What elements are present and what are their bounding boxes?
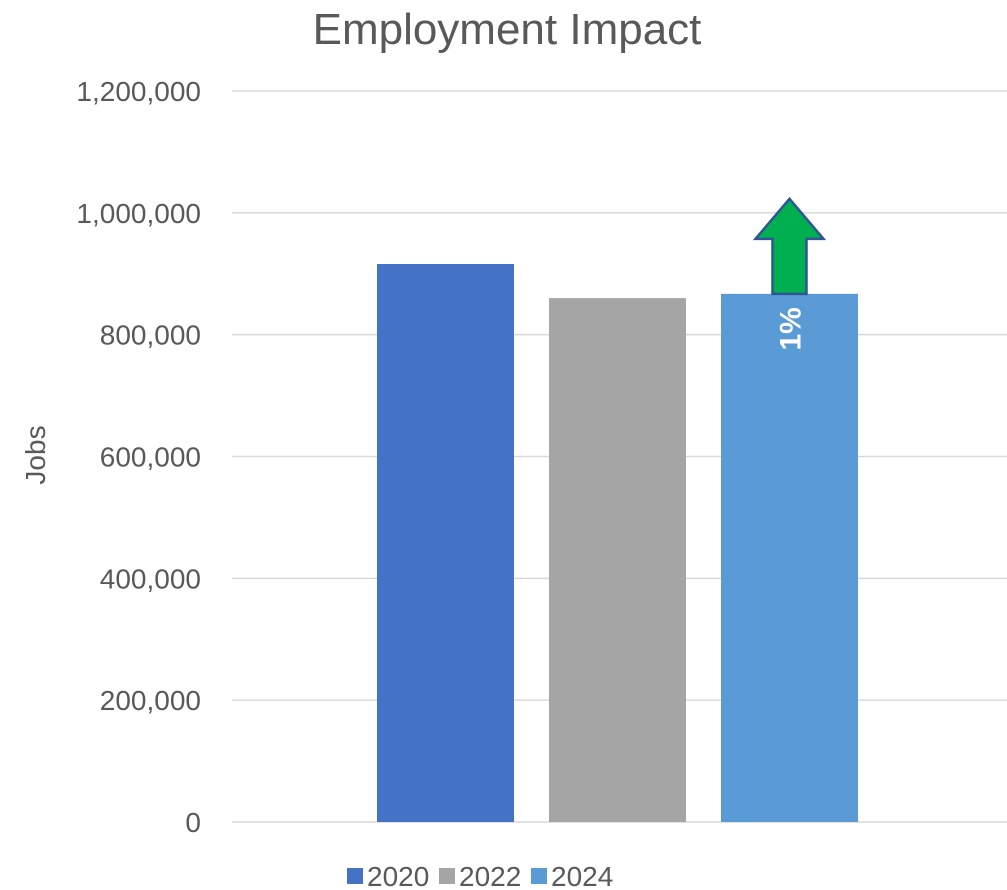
y-tick-label: 400,000 — [100, 563, 201, 594]
legend-label-2020: 2020 — [367, 861, 429, 890]
legend-label-2024: 2024 — [551, 861, 613, 890]
y-axis-label: Jobs — [20, 425, 51, 484]
legend-swatch-2024 — [531, 868, 547, 884]
annotations: 1% — [752, 196, 827, 351]
legend: 2020 2022 2024 — [347, 861, 613, 890]
legend-label-2022: 2022 — [459, 861, 521, 890]
legend-swatch-2020 — [347, 868, 363, 884]
y-tick-label: 1,000,000 — [76, 198, 201, 229]
y-axis-ticks: 0 200,000 400,000 600,000 800,000 1,000,000 1,… — [76, 76, 201, 838]
y-tick-label: 200,000 — [100, 685, 201, 716]
y-tick-label: 600,000 — [100, 442, 201, 473]
y-tick-label: 800,000 — [100, 320, 201, 351]
y-tick-label: 1,200,000 — [76, 76, 201, 107]
chart-title: Employment Impact — [313, 5, 702, 54]
bar-2024 — [721, 293, 858, 822]
y-tick-label: 0 — [185, 807, 201, 838]
bars — [377, 264, 858, 823]
bar-2020 — [377, 264, 514, 823]
up-arrow-icon — [752, 196, 827, 296]
annotation-label: 1% — [775, 307, 808, 350]
bar-2022 — [549, 298, 686, 822]
legend-swatch-2022 — [439, 868, 455, 884]
